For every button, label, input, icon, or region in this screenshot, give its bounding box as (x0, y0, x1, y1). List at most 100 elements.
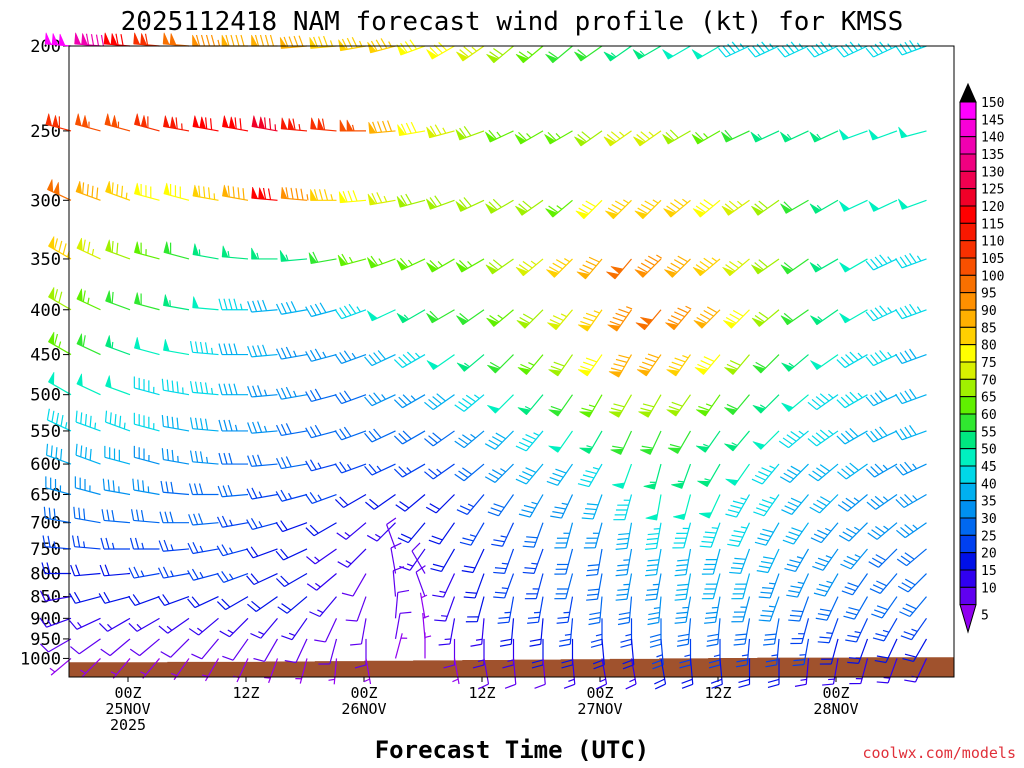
wind-barb (424, 632, 432, 659)
wind-barb (807, 429, 839, 447)
wind-barb (76, 373, 101, 396)
wind-barb (318, 638, 338, 665)
wind-barb (725, 494, 751, 518)
wind-barb (163, 294, 190, 311)
wind-barb (100, 537, 130, 550)
colorbar-label: 120 (981, 200, 1004, 215)
wind-barb (75, 443, 101, 465)
wind-barb (874, 638, 898, 664)
x-tick-label: 12Z (704, 684, 731, 702)
wind-barb (667, 430, 692, 454)
wind-barb (839, 199, 868, 212)
wind-barb (514, 130, 544, 145)
wind-barb (810, 354, 839, 370)
wind-barb (849, 658, 869, 685)
wind-barb (304, 492, 337, 504)
wind-barb (517, 394, 544, 416)
wind-barb (426, 195, 455, 210)
wind-barb (305, 522, 337, 537)
wind-barb (527, 596, 544, 624)
wind-barb (275, 423, 308, 437)
colorbar-swatch (959, 500, 977, 519)
wind-barb (76, 288, 101, 311)
wind-barb (750, 130, 780, 143)
wind-barb (724, 394, 750, 416)
x-tick-label: 12Z (468, 684, 495, 702)
y-tick-label: 700 (30, 514, 61, 534)
y-tick-label: 250 (30, 122, 61, 142)
colorbar-label: 90 (981, 304, 997, 319)
colorbar-swatch (959, 586, 977, 606)
wind-barb (780, 199, 809, 214)
wind-barb (192, 296, 219, 311)
wind-barb (815, 596, 839, 621)
wind-barb (396, 257, 426, 271)
wind-barb (218, 383, 248, 396)
x-tick-label: 26NOV (341, 700, 386, 718)
wind-barb (694, 354, 721, 375)
wind-barb (338, 36, 367, 52)
wind-barb (710, 658, 723, 689)
wind-barb (48, 236, 72, 260)
wind-barb (454, 430, 485, 449)
wind-barb (419, 592, 428, 619)
x-tick-label: 25NOV (105, 700, 150, 718)
wind-barb (817, 618, 839, 644)
wind-barb (159, 511, 189, 524)
wind-barb (253, 638, 279, 663)
wind-barb (334, 426, 367, 441)
wind-barb (192, 115, 219, 132)
wind-barb (665, 305, 692, 331)
wind-barb (581, 494, 603, 520)
colorbar-swatch (959, 517, 977, 536)
wind-barb (810, 309, 839, 326)
wind-barb (706, 618, 721, 647)
wind-barb (786, 573, 810, 598)
wind-barb (898, 198, 927, 210)
wind-barb (105, 180, 131, 201)
wind-barb (129, 638, 160, 657)
wind-barb (74, 476, 101, 496)
wind-barb (752, 394, 780, 414)
y-tick-label: 500 (30, 386, 61, 406)
wind-barb (216, 544, 249, 557)
wind-barb (69, 591, 101, 604)
wind-barb (189, 340, 219, 356)
wind-barb (780, 258, 809, 275)
wind-barb (70, 638, 101, 655)
wind-barb (279, 250, 308, 262)
colorbar-swatch (959, 292, 977, 311)
wind-barb (781, 494, 809, 515)
wind-barb (697, 463, 721, 487)
wind-barb (554, 522, 574, 549)
wind-barb (518, 494, 544, 518)
wind-barb (187, 542, 219, 555)
wind-barb (128, 566, 160, 579)
wind-barb (247, 421, 278, 434)
wind-barb (606, 258, 632, 280)
wind-barb (647, 596, 662, 626)
colorbar-label: 30 (981, 512, 997, 527)
wind-barb (39, 638, 72, 653)
wind-barb (868, 548, 898, 568)
wind-barb (586, 548, 603, 577)
wind-barb (222, 184, 249, 201)
wind-barb (134, 292, 160, 311)
wind-barb (334, 461, 367, 474)
wind-barb (671, 463, 692, 489)
wind-barb (105, 290, 131, 311)
colorbar-swatch (959, 205, 977, 224)
wind-barb (365, 494, 396, 510)
wind-barb (493, 548, 515, 574)
colorbar-label: 35 (981, 495, 997, 510)
wind-barb (434, 596, 456, 622)
wind-barb (645, 573, 662, 601)
wind-barb (807, 393, 839, 411)
wind-barb (778, 430, 809, 449)
wind-barb (583, 522, 603, 549)
wind-barb (396, 309, 426, 324)
colorbar-label: 10 (981, 581, 997, 596)
wind-barb (134, 337, 160, 356)
wind-barb (643, 463, 662, 490)
wind-barb (390, 542, 402, 574)
